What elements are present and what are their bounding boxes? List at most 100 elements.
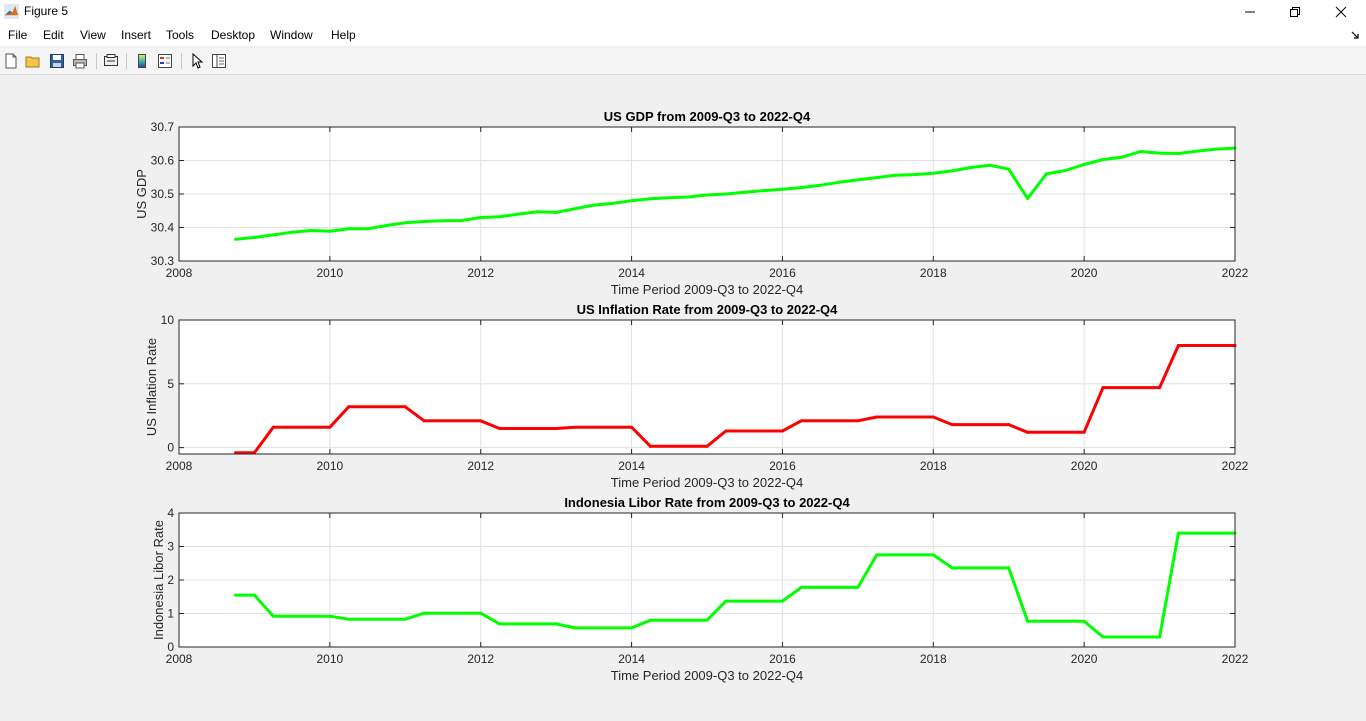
data-point xyxy=(1139,149,1143,153)
data-point xyxy=(328,229,332,233)
pointer-arrow-icon xyxy=(192,53,204,69)
data-point xyxy=(1026,619,1030,623)
data-point xyxy=(290,230,294,234)
close-button[interactable] xyxy=(1318,0,1364,24)
data-point xyxy=(1214,147,1218,151)
menu-bar: File Edit View Insert Tools Desktop Wind… xyxy=(0,24,1366,46)
y-tick-label: 30.4 xyxy=(151,221,175,235)
data-point xyxy=(554,426,558,430)
data-point xyxy=(252,451,256,455)
save-button[interactable] xyxy=(48,52,66,70)
data-point xyxy=(856,585,860,589)
data-point xyxy=(328,614,332,618)
x-tick-label: 2014 xyxy=(618,459,645,473)
data-point xyxy=(724,599,728,603)
edit-plot-button[interactable] xyxy=(188,52,206,70)
insert-legend-button[interactable] xyxy=(156,52,174,70)
insert-colorbar-button[interactable] xyxy=(133,52,151,70)
menu-view[interactable]: View xyxy=(80,28,106,42)
toolbar-separator xyxy=(126,53,127,69)
data-point xyxy=(1101,386,1105,390)
data-point xyxy=(724,192,728,196)
data-point xyxy=(1158,386,1162,390)
data-point xyxy=(573,626,577,630)
data-point xyxy=(234,593,238,597)
data-point xyxy=(554,622,558,626)
restore-icon xyxy=(1290,7,1300,17)
data-point xyxy=(366,227,370,231)
data-point xyxy=(1101,157,1105,161)
data-point xyxy=(818,183,822,187)
y-tick-label: 5 xyxy=(167,377,174,391)
data-point xyxy=(931,415,935,419)
x-axis-label: Time Period 2009-Q3 to 2022-Q4 xyxy=(611,668,803,683)
link-plot-button[interactable] xyxy=(102,52,120,70)
data-point xyxy=(780,429,784,433)
data-point xyxy=(611,201,615,205)
menu-window[interactable]: Window xyxy=(270,28,313,42)
data-point xyxy=(422,419,426,423)
data-point xyxy=(1120,155,1124,159)
data-point xyxy=(347,405,351,409)
toolbar-dock-arrow-icon[interactable] xyxy=(1350,30,1360,40)
data-point xyxy=(724,429,728,433)
toolbar-separator xyxy=(181,53,182,69)
data-point xyxy=(422,219,426,223)
data-point xyxy=(271,233,275,237)
data-point xyxy=(1082,163,1086,167)
data-point xyxy=(479,611,483,615)
y-tick-label: 30.5 xyxy=(151,187,175,201)
data-point xyxy=(686,195,690,199)
toolbar xyxy=(0,48,1366,75)
data-point xyxy=(667,196,671,200)
data-point xyxy=(309,229,313,233)
data-point xyxy=(271,425,275,429)
data-point xyxy=(403,405,407,409)
x-tick-label: 2016 xyxy=(769,459,796,473)
axes-box xyxy=(178,126,1236,262)
data-point xyxy=(931,553,935,557)
data-point xyxy=(875,553,879,557)
data-point xyxy=(648,197,652,201)
x-tick-label: 2018 xyxy=(920,266,947,280)
data-point xyxy=(856,178,860,182)
minimize-button[interactable] xyxy=(1227,0,1273,24)
data-point xyxy=(780,187,784,191)
y-tick-label: 2 xyxy=(167,573,174,587)
data-point xyxy=(592,203,596,207)
menu-file[interactable]: File xyxy=(8,28,28,42)
menu-help[interactable]: Help xyxy=(331,28,356,42)
data-point xyxy=(950,423,954,427)
menu-edit[interactable]: Edit xyxy=(43,28,64,42)
y-tick-label: 0 xyxy=(167,441,174,455)
menu-tools[interactable]: Tools xyxy=(166,28,195,42)
open-file-button[interactable] xyxy=(24,52,42,70)
x-tick-label: 2014 xyxy=(618,652,645,666)
menu-insert[interactable]: Insert xyxy=(121,28,152,42)
data-point xyxy=(234,237,238,241)
y-axis-label: US Inflation Rate xyxy=(144,338,159,436)
axes-box xyxy=(178,319,1236,455)
data-point xyxy=(1158,635,1162,639)
property-inspector-button[interactable] xyxy=(210,52,228,70)
data-point xyxy=(384,223,388,227)
print-button[interactable] xyxy=(71,52,89,70)
x-tick-label: 2010 xyxy=(317,459,344,473)
chart-title: Indonesia Libor Rate from 2009-Q3 to 202… xyxy=(564,495,850,510)
y-tick-label: 30.3 xyxy=(151,254,175,268)
data-point xyxy=(705,618,709,622)
menu-desktop[interactable]: Desktop xyxy=(211,28,256,42)
series-line xyxy=(235,146,1236,241)
data-point xyxy=(988,163,992,167)
close-icon xyxy=(1335,6,1347,18)
y-tick-label: 4 xyxy=(167,506,174,520)
data-point xyxy=(630,626,634,630)
x-tick-label: 2014 xyxy=(618,266,645,280)
data-point xyxy=(554,210,558,214)
restore-button[interactable] xyxy=(1272,0,1318,24)
data-point xyxy=(950,169,954,173)
data-point xyxy=(573,207,577,211)
x-tick-label: 2022 xyxy=(1222,652,1249,666)
new-figure-button[interactable] xyxy=(2,52,20,70)
data-point xyxy=(1007,566,1011,570)
